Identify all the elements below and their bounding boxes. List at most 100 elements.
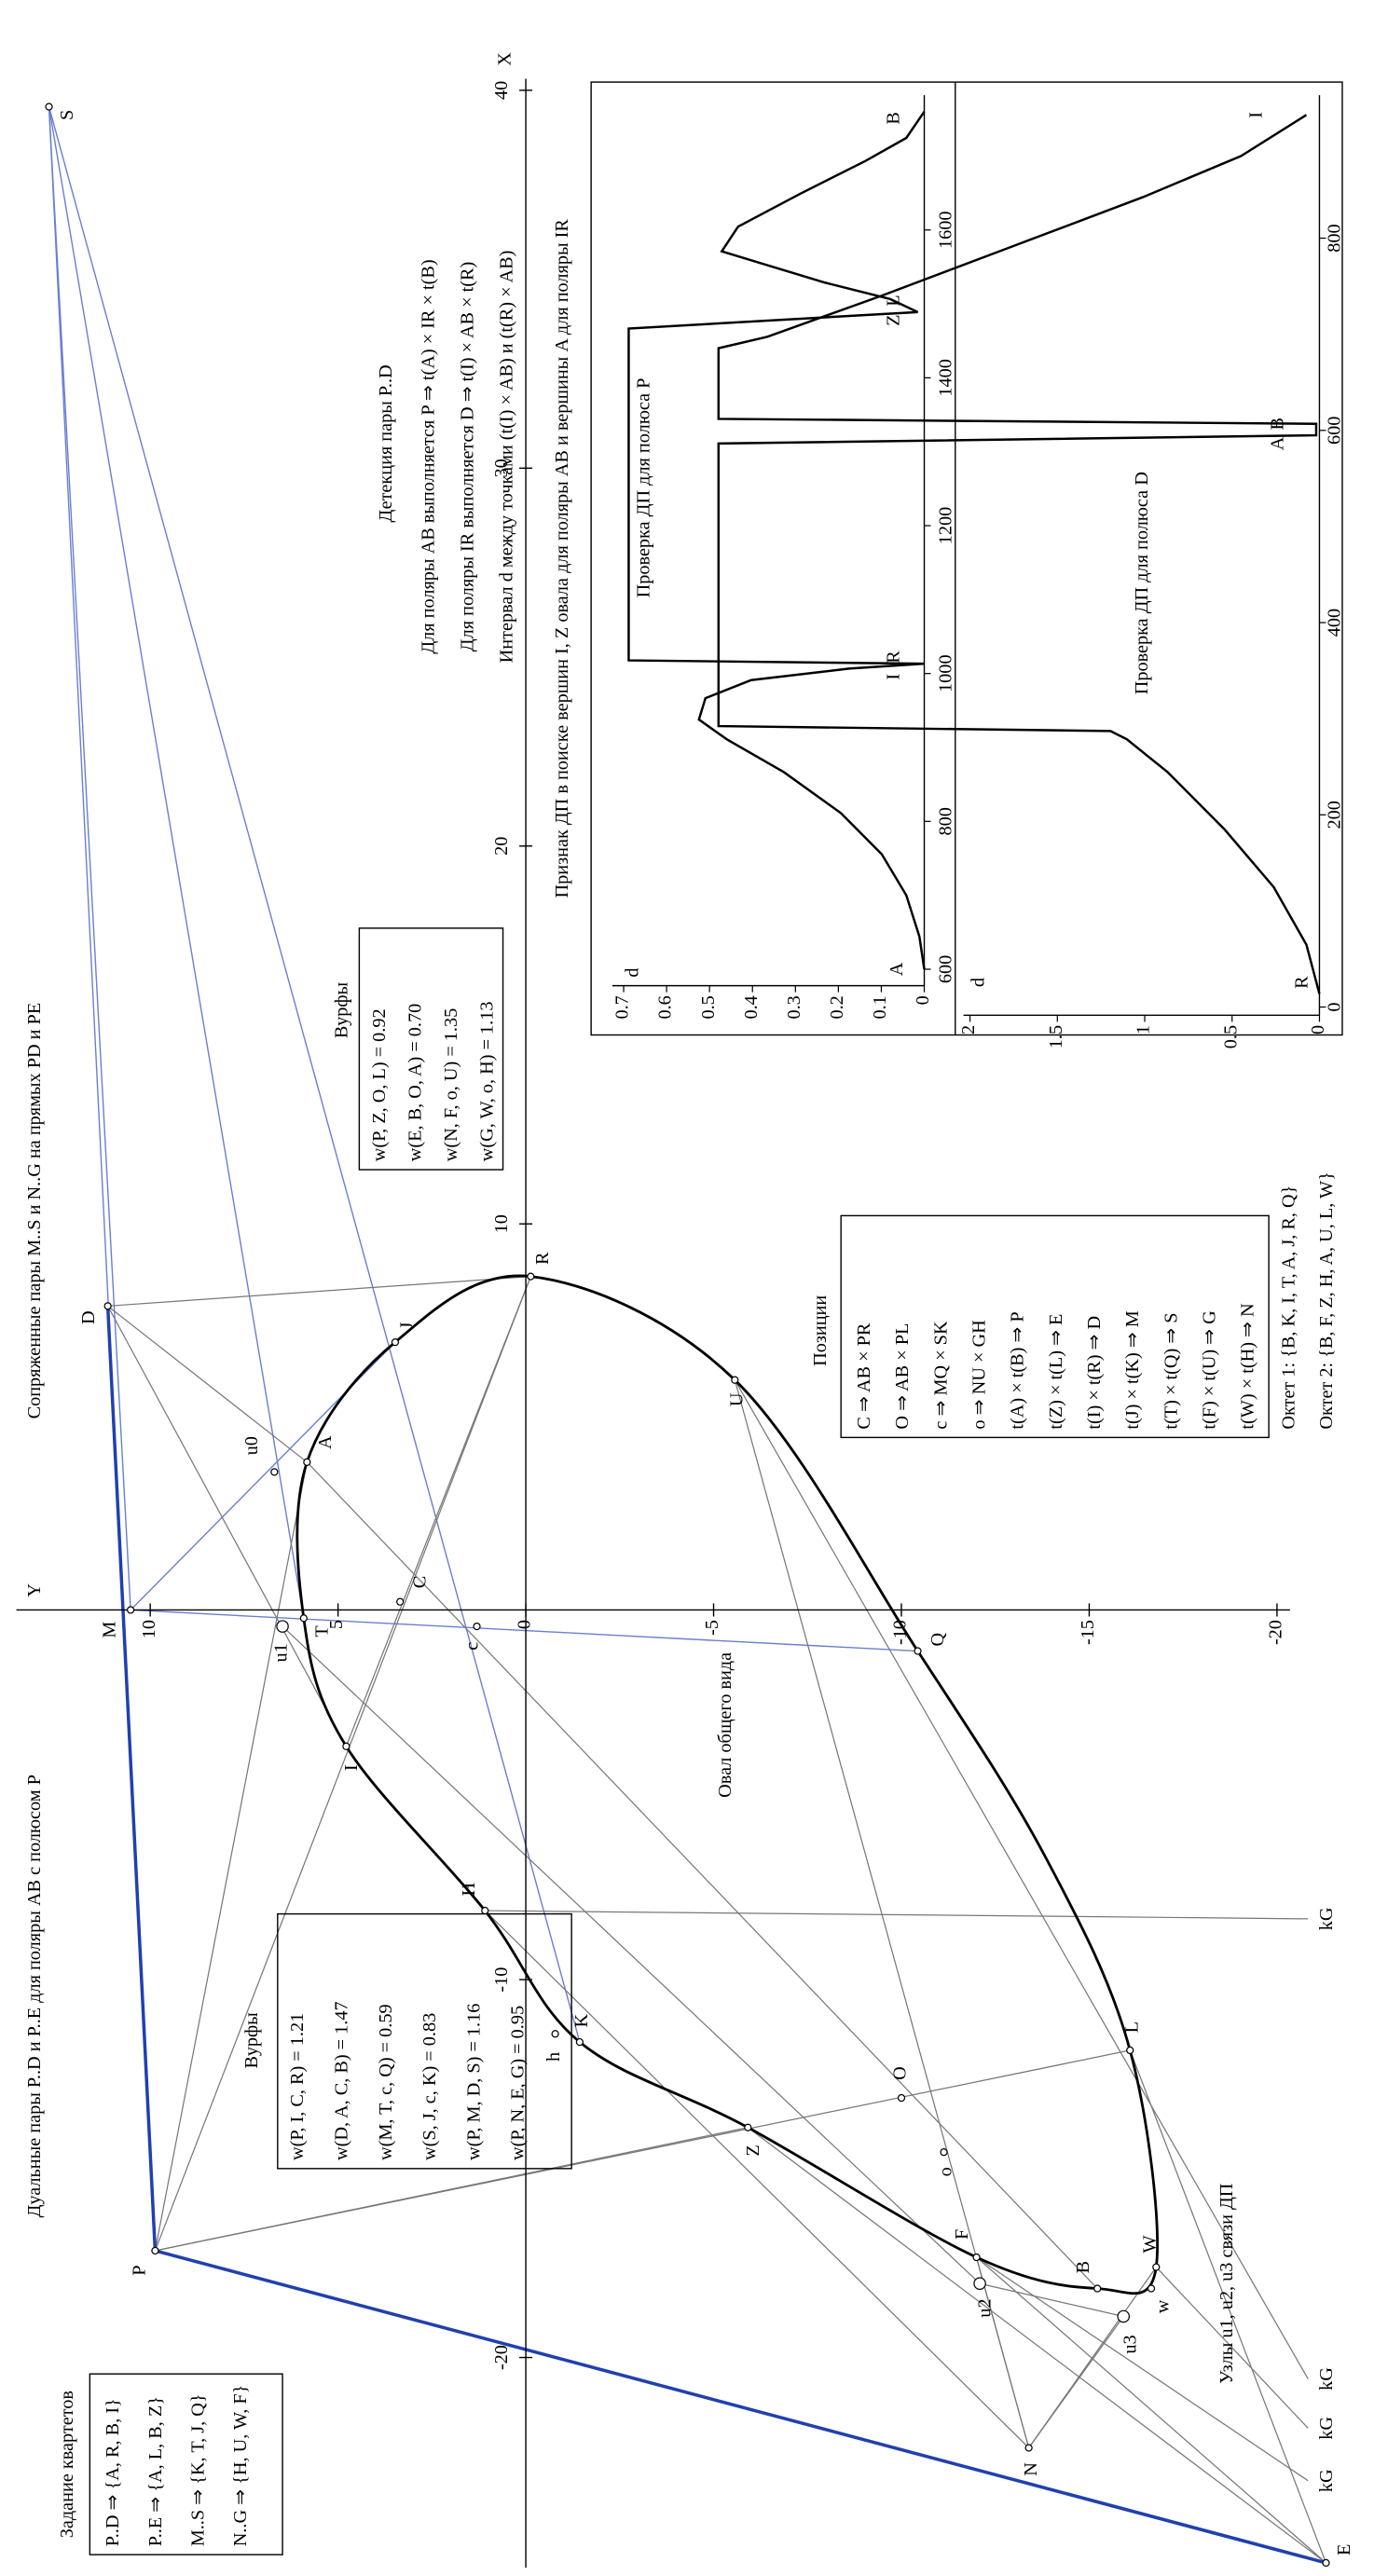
box-title: Вурфы: [241, 2012, 262, 2069]
point-label: kG: [1316, 2417, 1337, 2440]
wurf: w(P, Z, O, L) = 0.92: [369, 1008, 390, 1161]
point: [127, 1606, 135, 1614]
octet: Октет 2: {B, F, Z, H, A, U, L, W}: [1316, 1172, 1337, 1429]
point-label: A: [1267, 436, 1287, 450]
point-label: F: [952, 2229, 972, 2240]
position: t(J) × t(K) ⇒ M: [1122, 1310, 1143, 1429]
inset-box: [590, 81, 1343, 1036]
point: [481, 1906, 489, 1915]
inset-title: Проверка ДП для полюса P: [634, 378, 654, 598]
wurf: w(E, B, O, A) = 0.70: [405, 1004, 425, 1161]
wurf: w(G, W, o, H) = 1.13: [476, 1001, 497, 1161]
x-tick-label: 600: [1325, 417, 1345, 445]
x-tick-label: 200: [1325, 801, 1345, 829]
point-label: u0: [241, 1436, 262, 1455]
point: [914, 1647, 922, 1655]
point-label: I: [884, 674, 904, 680]
point-label: R: [884, 651, 904, 664]
point-label: h: [543, 2052, 564, 2062]
y-tick-label: 0.2: [827, 995, 847, 1019]
x-tick-label: 600: [936, 955, 956, 983]
point: [303, 1458, 311, 1466]
quartets-box: [89, 2373, 283, 2555]
point: [940, 2148, 948, 2157]
point: [551, 2030, 559, 2038]
box-title: Вурфы: [332, 982, 352, 1039]
positions-box: [840, 1214, 1270, 1439]
point: [103, 1302, 112, 1310]
x-tick-label: 800: [1325, 224, 1345, 252]
caption: Признак ДП в поиске вершин I, Z овала дл…: [552, 219, 572, 898]
x-tick-label: 1000: [936, 654, 956, 692]
detection-line: Интервал d между точками (t(I) × AB) и (…: [496, 251, 516, 664]
point-label: N: [1021, 2462, 1041, 2476]
construction-line: [306, 1461, 1098, 2289]
point-label: S: [57, 110, 77, 120]
tangent-line: [485, 1910, 1309, 1920]
quartet: P..E ⇒ {A, L, B, Z}: [145, 2396, 166, 2546]
point-label: kG: [1316, 2469, 1337, 2492]
construction-line: [975, 2256, 1030, 2448]
construction-line: [282, 1625, 981, 2284]
construction-line: [747, 2127, 1326, 2564]
y-tick-label: 0.4: [741, 995, 762, 1019]
y-tick-label: 0.5: [1220, 1025, 1241, 1048]
y-tick-label: 0.6: [655, 995, 676, 1019]
construction-line: [154, 1461, 308, 2252]
construction-line: [979, 2282, 1124, 2318]
tangent-line: [734, 1379, 1309, 2379]
point: [151, 2246, 159, 2255]
caption: Узлы u1, u2, u3 связи ДП: [1216, 2184, 1237, 2384]
quartet: M..S ⇒ {K, T, J, Q}: [187, 2393, 208, 2546]
construction-line: [48, 106, 581, 2043]
x-tick-label: -10: [491, 1967, 512, 1993]
point-label: I: [1246, 112, 1267, 118]
point: [276, 1620, 289, 1633]
point: [342, 1742, 350, 1750]
point: [45, 103, 53, 111]
wurf: w(S, J, c, K) = 0.83: [419, 2013, 440, 2160]
construction-line: [1028, 2316, 1124, 2448]
point-label: K: [571, 2013, 592, 2027]
point-label: J: [397, 1322, 418, 1329]
construction-line: [1129, 2049, 1327, 2564]
y-tick-label: 0.5: [698, 995, 719, 1019]
tangent-line: [1155, 2267, 1309, 2429]
construction-line: [345, 1276, 531, 1747]
point: [897, 2093, 906, 2103]
point-label: kG: [1316, 1907, 1337, 1930]
octet: Октет 1: {B, K, I, T, A, J, R, Q}: [1279, 1185, 1299, 1430]
axis-label: X: [495, 52, 515, 66]
point-label: B: [884, 112, 904, 125]
x-tick-label: 1400: [936, 359, 956, 397]
box-title: Позиции: [810, 1295, 831, 1366]
point: [299, 1614, 308, 1623]
y-tick-label: -15: [1078, 1620, 1098, 1645]
y-tick-label: 5: [326, 1620, 347, 1629]
position: t(T) × t(Q) ⇒ S: [1161, 1312, 1181, 1429]
position: C ⇒ AB × PR: [854, 1322, 874, 1429]
point: [473, 1622, 481, 1631]
y-tick-label: -5: [702, 1620, 722, 1636]
title: Сопряженные пары M..S и N..G на прямых P…: [24, 1003, 45, 1419]
point: [1322, 2558, 1330, 2568]
position: t(A) × t(B) ⇒ P: [1008, 1311, 1028, 1429]
detection-line: Для поляры IR выполняется D ⇒ t(I) × AB …: [457, 262, 477, 651]
construction-line: [48, 106, 131, 1610]
oval: [295, 1274, 1159, 2295]
y-tick-label: 10: [139, 1620, 159, 1638]
box-title: Задание квартетов: [57, 2391, 77, 2538]
point-label: Z: [884, 314, 904, 325]
point: [973, 2277, 986, 2291]
y-tick-label: 1: [1134, 1025, 1154, 1035]
quartet: N..G ⇒ {H, U, W, F}: [230, 2385, 251, 2547]
construction-line: [107, 1276, 531, 1307]
wurf: w(P, N, E, G) = 0.95: [508, 2006, 529, 2160]
construction-line: [155, 2127, 749, 2252]
point-label: C: [410, 1576, 431, 1589]
point: [744, 2123, 752, 2131]
y-tick-label: 2: [958, 1025, 979, 1035]
point-label: R: [1292, 976, 1312, 989]
